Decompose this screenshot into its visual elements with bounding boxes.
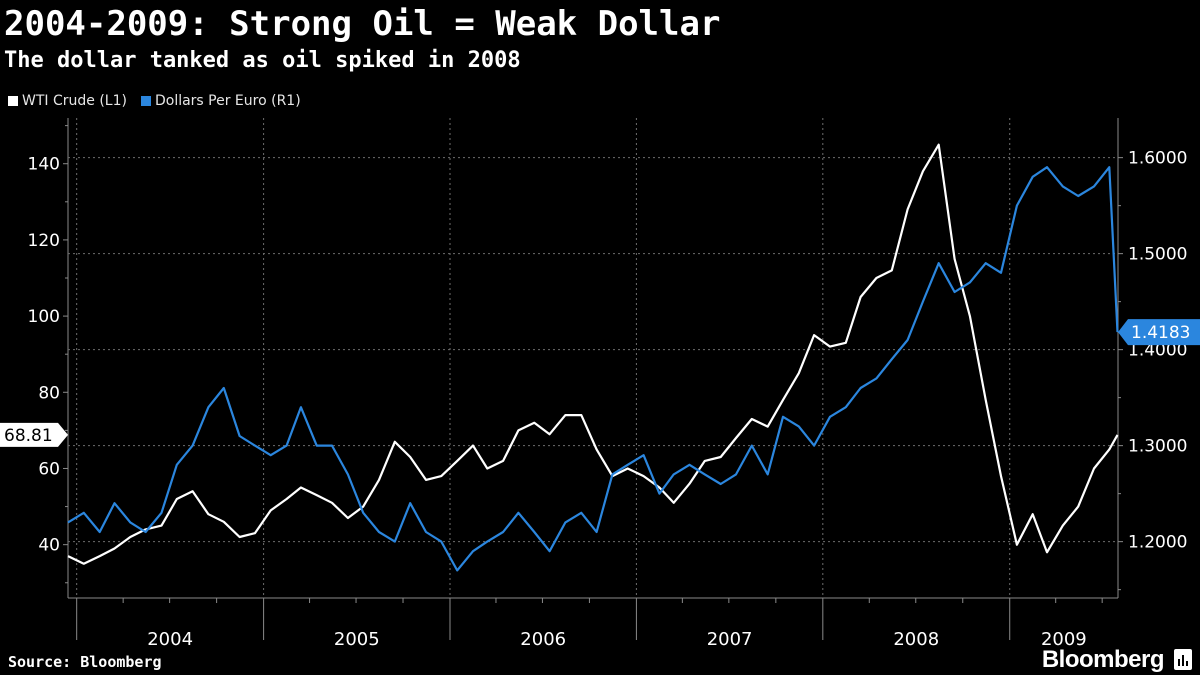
legend-swatch-eur: [140, 96, 151, 106]
left-tick-label: 100: [28, 307, 60, 327]
right-tick-label: 1.3000: [1128, 437, 1187, 457]
left-tick-label: 40: [38, 536, 60, 556]
right-tick-label: 1.2000: [1128, 533, 1187, 553]
x-tick-label: 2008: [893, 629, 939, 650]
x-tick-label: 2005: [334, 629, 380, 650]
bloomberg-logo: Bloomberg: [1041, 646, 1165, 673]
left-tick-label: 140: [28, 155, 60, 175]
right-tick-label: 1.4000: [1128, 341, 1187, 361]
legend: WTI Crude (L1) Dollars Per Euro (R1): [8, 90, 301, 112]
bloomberg-terminal-icon: [1174, 649, 1192, 670]
x-tick-label: 2006: [520, 629, 566, 650]
chart-title: 2004-2009: Strong Oil = Weak Dollar: [4, 4, 721, 44]
left-tick-label: 120: [28, 231, 60, 251]
left-tick-label: 80: [38, 383, 60, 403]
x-tick-label: 2009: [1041, 629, 1087, 650]
left-tick-label: 60: [38, 459, 60, 479]
last-value-badge-right: [1118, 319, 1200, 346]
last-value-badge-left: [0, 422, 68, 447]
legend-swatch-wti: [8, 96, 18, 106]
last-value-label-left: 68.81: [4, 426, 53, 446]
source-note: Source: Bloomberg: [8, 653, 162, 671]
legend-label-wti: WTI Crude (L1): [22, 93, 127, 109]
x-tick-label: 2007: [707, 629, 753, 650]
series-line-dollars-per-euro: [67, 166, 1119, 572]
series-line-wti-crude: [67, 143, 1119, 565]
legend-item-wti: WTI Crude (L1): [8, 93, 127, 109]
x-tick-label: 2004: [147, 629, 193, 650]
legend-label-eur: Dollars Per Euro (R1): [154, 93, 301, 109]
legend-item-eur: Dollars Per Euro (R1): [140, 93, 301, 109]
right-tick-label: 1.5000: [1128, 245, 1187, 265]
chart-subtitle: The dollar tanked as oil spiked in 2008: [4, 48, 521, 73]
last-value-label-right: 1.4183: [1131, 323, 1190, 343]
right-tick-label: 1.6000: [1128, 149, 1187, 169]
